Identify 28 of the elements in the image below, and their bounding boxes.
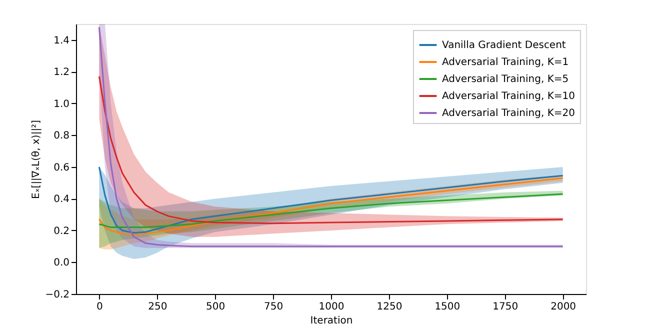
line-series	[98, 193, 564, 228]
y-axis-title: Eₓ[||∇ₓL(θ, x)||²]	[31, 120, 42, 199]
legend-label: Adversarial Training, K=1	[442, 57, 569, 68]
y-tick-label: 0.0	[54, 258, 70, 269]
x-tick-label: 0	[96, 302, 103, 312]
y-tick-label: −0.2	[45, 290, 70, 300]
line-series	[98, 177, 564, 236]
y-tick-label: 1.0	[54, 98, 70, 110]
line-series	[98, 166, 564, 234]
legend-label: Adversarial Training, K=10	[442, 91, 575, 102]
x-tick-label: 250	[148, 302, 168, 312]
x-tick-label: 1000	[318, 302, 344, 312]
y-tick-label: 1.4	[54, 35, 70, 46]
x-tick-label: 500	[206, 302, 226, 312]
x-tick-label: 1250	[376, 302, 402, 312]
legend-label: Adversarial Training, K=20	[442, 108, 575, 119]
x-tick-label: 750	[264, 302, 284, 312]
x-tick-label: 1750	[492, 302, 518, 312]
y-tick-label: 0.4	[54, 194, 70, 206]
y-tick-label: 0.2	[54, 226, 70, 237]
x-tick-label: 1500	[434, 302, 460, 312]
y-tick-label: 0.8	[54, 130, 70, 142]
x-tick-label: 2000	[550, 302, 576, 312]
legend-label: Vanilla Gradient Descent	[442, 40, 566, 51]
y-tick-label: 1.2	[54, 67, 70, 78]
legend-label: Adversarial Training, K=5	[442, 74, 569, 85]
x-axis-title: Iteration	[310, 316, 353, 326]
y-tick-label: 0.6	[54, 162, 70, 174]
